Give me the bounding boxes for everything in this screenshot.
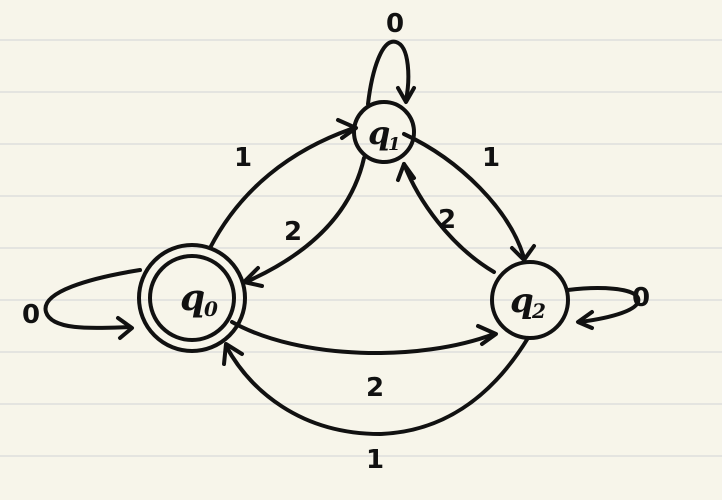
edge-q0-q2: 2 xyxy=(230,320,498,403)
state-q2-subscript: 2 xyxy=(531,299,546,323)
state-q0-label: q xyxy=(180,277,205,319)
edge-q1-q1: 0 xyxy=(366,9,416,106)
ruled-lines xyxy=(0,39,722,457)
edge-q1-q1-label: 0 xyxy=(386,9,404,39)
edge-q1-q2-label: 1 xyxy=(482,143,500,173)
edge-q0-q1: 1 xyxy=(208,118,358,250)
edge-q2-q2-label: 0 xyxy=(632,283,650,313)
edge-q2-q0: 1 xyxy=(222,336,530,475)
state-q0-subscript: 0 xyxy=(204,297,218,321)
state-q1: q 1 xyxy=(352,100,416,164)
edge-q0-q0: 0 xyxy=(22,268,142,340)
state-q1-subscript: 1 xyxy=(388,134,401,155)
edge-q1-q0-label: 2 xyxy=(284,217,302,247)
state-q1-label: q xyxy=(368,114,390,152)
state-q0: q 0 xyxy=(137,243,247,353)
edge-q0-q1-label: 1 xyxy=(234,143,252,173)
edge-q2-q1: 2 xyxy=(396,162,496,274)
edge-q2-q0-label: 1 xyxy=(366,445,384,475)
edge-q0-q0-label: 0 xyxy=(22,300,40,330)
edge-q1-q0: 2 xyxy=(242,156,366,288)
edge-q2-q2: 0 xyxy=(566,283,650,330)
state-q2-label: q xyxy=(510,281,534,321)
edge-q1-q2: 1 xyxy=(402,132,536,262)
edge-q2-q1-label: 2 xyxy=(438,205,456,235)
edge-q0-q2-label: 2 xyxy=(366,373,384,403)
